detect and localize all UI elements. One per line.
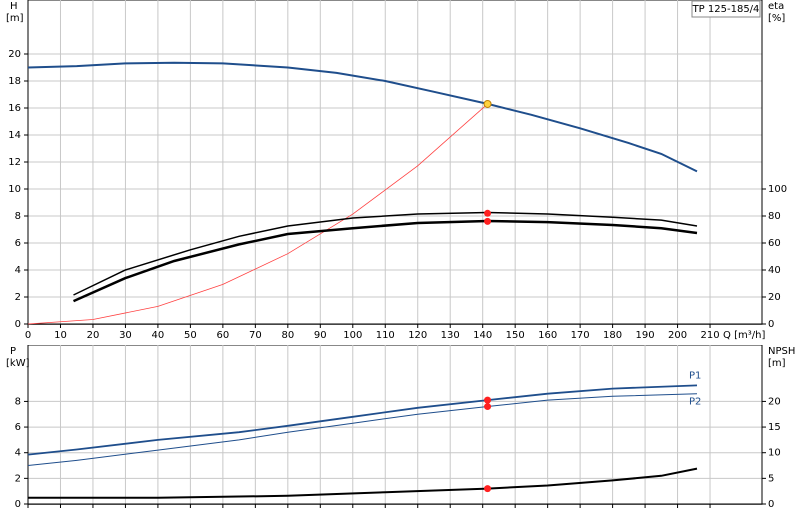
y2-tick-label: 40 [768,265,781,276]
y-tick-label: 12 [8,157,21,168]
x-tick-label: 200 [668,330,687,341]
y-axis-label: H [10,1,18,12]
y-tick-label: 14 [8,130,21,141]
duty-point [484,217,492,225]
x-tick-label: 190 [636,330,655,341]
y-tick-label: 18 [8,76,21,87]
y2-tick-label: 80 [768,211,781,222]
x-tick-label: 100 [343,330,362,341]
legend-label: P1 [689,370,701,381]
chart-title: TP 125-185/4 [692,4,760,15]
y-tick-label: 4 [15,265,21,276]
duty-point [484,485,492,493]
y-tick-label: 2 [15,473,21,484]
x-axis-label: Q [m³/h] [723,330,765,341]
x-tick-label: 80 [281,330,294,341]
y2-axis-label: NPSH [768,346,795,357]
y2-tick-label: 0 [768,319,774,330]
x-tick-label: 10 [54,330,67,341]
legend-label: P2 [689,397,701,408]
y2-tick-label: 60 [768,238,781,249]
curve [27,384,698,456]
duty-point [484,209,492,217]
x-tick-label: 60 [217,330,230,341]
x-tick-label: 110 [376,330,395,341]
x-tick-label: 40 [152,330,165,341]
curve [27,393,698,466]
duty-point [483,99,492,108]
curve [72,219,698,303]
x-tick-label: 120 [408,330,427,341]
x-tick-label: 130 [441,330,460,341]
duty-point [484,396,492,404]
y-tick-label: 4 [15,448,21,459]
y-axis-unit: [kW] [6,358,30,369]
curve [28,467,698,499]
y-axis-label: P [10,346,16,357]
curve [27,61,698,173]
x-tick-label: 150 [506,330,525,341]
y2-tick-label: 5 [768,473,774,484]
y-tick-label: 16 [8,103,21,114]
y-axis-unit: [m] [6,13,24,24]
y2-tick-label: 0 [768,499,774,510]
x-tick-label: 170 [571,330,590,341]
y-tick-label: 6 [15,238,21,249]
y2-tick-label: 15 [768,422,781,433]
x-tick-label: 20 [87,330,100,341]
x-tick-label: 210 [700,330,719,341]
x-tick-label: 90 [314,330,327,341]
y2-axis-unit: [%] [768,13,785,24]
duty-point [484,403,492,411]
curve [73,211,698,296]
x-tick-label: 140 [473,330,492,341]
curve [27,103,488,325]
y-tick-label: 8 [15,211,21,222]
x-tick-label: 50 [184,330,197,341]
y-tick-label: 2 [15,292,21,303]
x-tick-label: 30 [119,330,132,341]
y-tick-label: 10 [8,184,21,195]
y2-tick-label: 10 [768,448,781,459]
plot-area [27,345,763,505]
y2-tick-label: 20 [768,292,781,303]
y-tick-label: 6 [15,422,21,433]
y2-axis-label: eta [768,1,784,12]
x-tick-label: 160 [538,330,557,341]
y-tick-label: 0 [15,499,21,510]
y2-tick-label: 20 [768,396,781,407]
title-box [691,0,761,18]
x-tick-label: 180 [603,330,622,341]
y2-axis-unit: [m] [768,358,786,369]
y-tick-label: 20 [8,49,21,60]
y-tick-label: 8 [15,396,21,407]
x-tick-label: 0 [25,330,31,341]
y-tick-label: 0 [15,319,21,330]
x-tick-label: 70 [249,330,262,341]
y2-tick-label: 100 [768,184,787,195]
